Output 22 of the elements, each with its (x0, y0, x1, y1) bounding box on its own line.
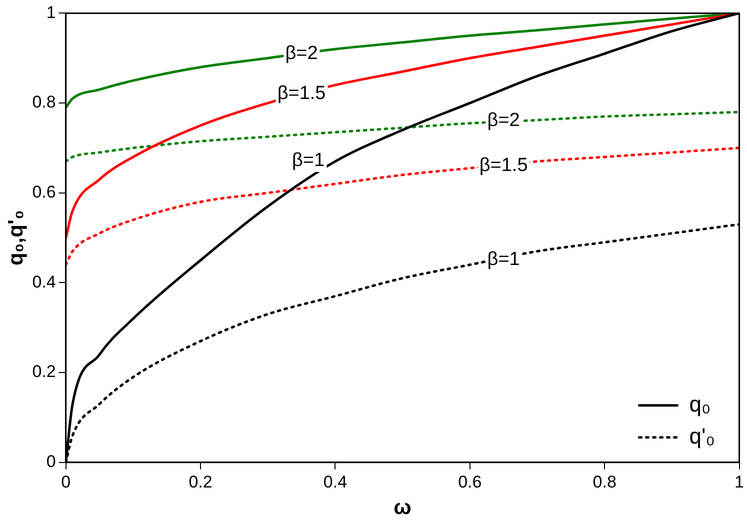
annotation: β=1 (485, 249, 522, 272)
x-tick-label: 0.6 (458, 472, 482, 492)
annotation: β=1 (290, 150, 327, 172)
x-tick-label: 0.2 (188, 472, 212, 492)
y-tick-label: 0 (46, 452, 56, 472)
y-tick-label: 0.8 (32, 92, 56, 112)
x-tick-label: 0 (61, 472, 71, 492)
y-tick-label: 0.6 (32, 182, 56, 202)
x-axis-title: ω (394, 496, 412, 520)
legend-label: q₀ (689, 391, 711, 416)
x-tick-label: 0.4 (323, 472, 348, 492)
annotation: β=2 (283, 42, 320, 65)
legend-label: q'₀ (689, 423, 715, 448)
x-tick-label: 1 (734, 472, 744, 492)
x-tick-label: 0.8 (592, 472, 616, 492)
y-tick-label: 0.2 (32, 362, 56, 382)
y-tick-label: 1 (46, 2, 56, 22)
annotation: β=1.5 (275, 83, 328, 106)
annotation: β=2 (485, 110, 522, 132)
y-tick-label: 0.4 (32, 272, 56, 292)
annotation: β=1.5 (477, 154, 530, 177)
y-axis-title: q₀,q'₀ (4, 210, 28, 266)
